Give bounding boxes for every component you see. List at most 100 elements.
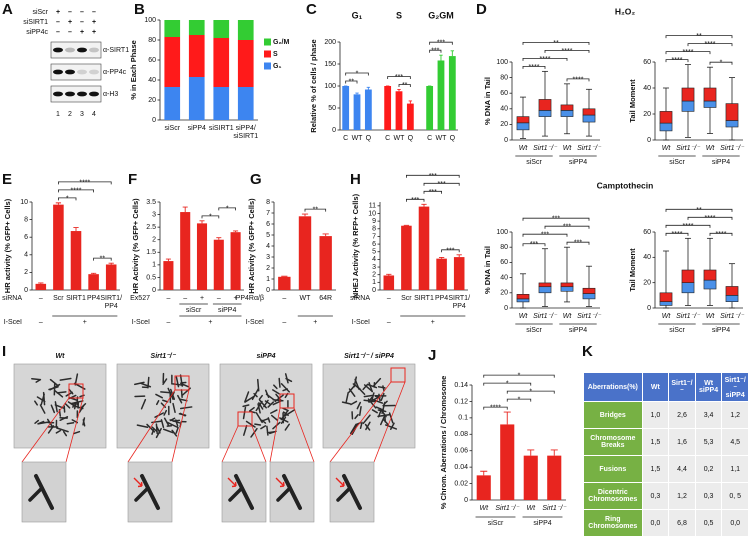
condition-item: siScr [488, 520, 504, 527]
bar [298, 216, 312, 290]
box-upper [725, 286, 739, 296]
chromosome [134, 381, 145, 386]
chromosome [134, 486, 150, 502]
significance-label: **** [705, 41, 716, 48]
significance-label: **** [562, 48, 573, 55]
x-tick-label: Wt [662, 145, 672, 152]
chromosome [244, 395, 255, 403]
chromosome [364, 423, 371, 431]
significance-bracket [218, 207, 236, 211]
significance-bracket [522, 57, 568, 61]
box-lower [681, 100, 695, 112]
chromosome [136, 424, 149, 429]
bar [383, 275, 395, 290]
condition-item: siPP4 [533, 520, 551, 527]
zoom-line [127, 389, 176, 463]
significance-bracket [345, 72, 369, 76]
chromosome [56, 427, 69, 433]
error-bar [450, 50, 455, 57]
chromosome [175, 376, 180, 388]
significance-bracket [522, 233, 568, 237]
condition-item: siPP4 [712, 159, 730, 166]
y-tick-label: 20 [148, 97, 156, 104]
condition-item: + [208, 319, 212, 326]
chromosome [166, 421, 179, 429]
box-lower [703, 100, 717, 108]
box-upper [681, 269, 695, 283]
chromosome [270, 414, 279, 422]
significance-bracket [406, 174, 460, 178]
table-cell: 1,2 [669, 483, 695, 509]
panel-label: A [2, 1, 13, 18]
blot-band [77, 47, 87, 53]
y-tick-label: 40 [148, 77, 156, 84]
error-bar [397, 89, 401, 92]
chromosome [372, 399, 384, 404]
y-tick-label: 60 [148, 57, 156, 64]
significance-label: ** [402, 82, 408, 89]
bar-segment [164, 87, 181, 120]
blot-band [77, 69, 87, 75]
chromosome [258, 402, 264, 410]
blot-row-label: siPP4c [26, 29, 48, 36]
y-axis-label: HR Activity (% GFP+ Cells) [131, 198, 140, 294]
chromosome [74, 373, 79, 386]
x-tick-label: SIRT1/PP4 [448, 295, 470, 310]
significance-bracket [709, 61, 733, 65]
y-tick-label: 6 [24, 234, 28, 241]
bar-segment [164, 20, 181, 37]
x-tick-label: – [217, 295, 221, 302]
chromosome [282, 407, 289, 412]
panel-label: I [2, 343, 6, 360]
chromosome [383, 400, 388, 406]
zoom-box [174, 375, 190, 391]
zoom-box [390, 367, 406, 383]
y-tick-label: 4 [372, 256, 376, 263]
header-cell: Aberrations(%) [584, 373, 642, 401]
significance-bracket [665, 208, 733, 212]
chromosome [380, 392, 385, 401]
table-cell: 0,0 [642, 510, 669, 536]
legend-swatch [264, 62, 271, 70]
x-tick-label: Wt [706, 313, 716, 320]
box-upper [516, 116, 530, 124]
chromosome [151, 426, 158, 433]
chromosome [179, 374, 183, 387]
significance-bracket [566, 78, 590, 82]
chromosome [260, 425, 267, 430]
panel-label: B [134, 1, 145, 18]
y-tick-label: 20 [643, 111, 651, 118]
x-tick-label: Sirt1⁻/⁻ [577, 313, 602, 320]
chromosome [163, 409, 168, 416]
significance-bracket [423, 182, 460, 186]
chromosome [278, 377, 281, 388]
chromosome [64, 402, 71, 409]
box-lower [659, 301, 673, 306]
chromosome [266, 431, 275, 434]
chromosome [42, 391, 46, 406]
table-row: Chromosome Breaks 1,5 1,6 5,3 4,5 [584, 429, 748, 455]
bar [180, 212, 191, 290]
lane-number: 1 [56, 111, 60, 118]
significance-bracket [665, 35, 733, 39]
bar-segment [237, 20, 254, 40]
box-upper [659, 111, 673, 124]
bar-segment [213, 87, 230, 120]
error-bar [386, 273, 392, 276]
y-axis-label: % DNA in Tail [483, 246, 492, 294]
category-row-label: Ex527 [130, 295, 150, 302]
box-lower [516, 122, 530, 131]
x-tick-label: PP4 [87, 295, 100, 302]
y-tick-label: 40 [500, 274, 508, 281]
bar [523, 455, 538, 500]
significance-label: * [518, 373, 521, 380]
y-tick-label: 0 [504, 137, 508, 144]
significance-bracket [441, 249, 460, 253]
significance-label: * [529, 389, 532, 396]
table-cell: 0, 5 [722, 483, 748, 509]
condition-item: siScr [526, 159, 542, 166]
chromosome [282, 388, 289, 392]
y-tick-label: 60 [500, 259, 508, 266]
y-tick-label: 6 [266, 221, 270, 228]
